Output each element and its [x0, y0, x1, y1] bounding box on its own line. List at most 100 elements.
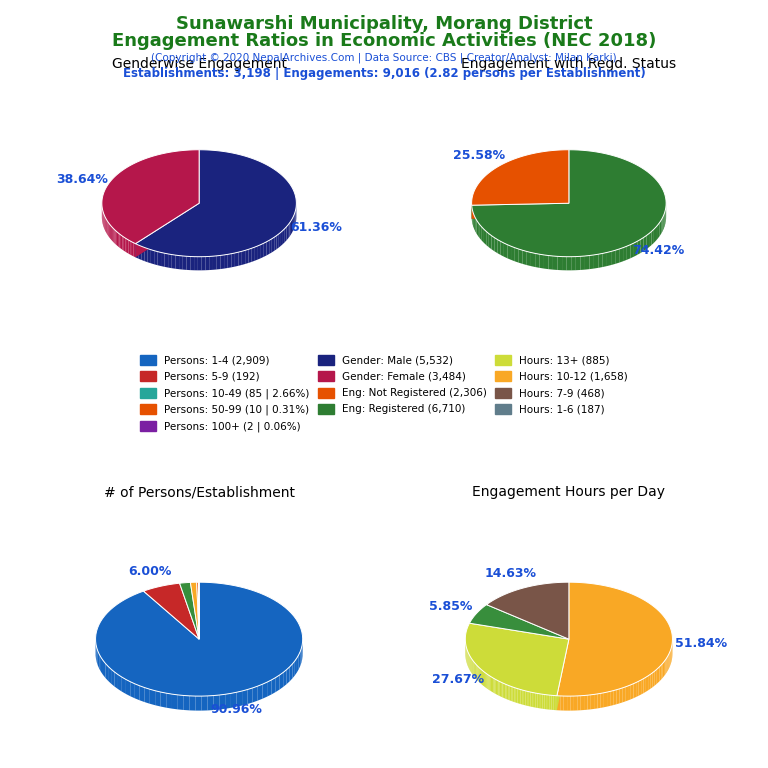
Polygon shape: [656, 225, 658, 240]
Polygon shape: [472, 150, 666, 257]
Polygon shape: [511, 687, 513, 701]
Polygon shape: [135, 204, 199, 257]
Polygon shape: [658, 667, 660, 683]
Polygon shape: [258, 684, 263, 700]
Polygon shape: [117, 232, 118, 247]
Polygon shape: [111, 226, 112, 241]
Polygon shape: [291, 219, 292, 234]
Polygon shape: [525, 691, 527, 706]
Polygon shape: [228, 253, 231, 268]
Polygon shape: [112, 227, 113, 242]
Polygon shape: [267, 680, 272, 697]
Polygon shape: [479, 667, 480, 683]
Polygon shape: [245, 250, 249, 264]
Polygon shape: [637, 240, 641, 255]
Polygon shape: [122, 236, 124, 250]
Polygon shape: [214, 695, 220, 710]
Polygon shape: [114, 672, 118, 689]
Polygon shape: [567, 257, 571, 270]
Polygon shape: [95, 582, 303, 696]
Polygon shape: [477, 665, 478, 680]
Polygon shape: [591, 694, 594, 710]
Polygon shape: [581, 696, 584, 710]
Polygon shape: [641, 679, 644, 694]
Polygon shape: [172, 254, 175, 269]
Polygon shape: [553, 696, 555, 710]
Polygon shape: [107, 220, 108, 235]
Polygon shape: [518, 689, 519, 703]
Polygon shape: [202, 257, 206, 270]
Polygon shape: [190, 582, 199, 639]
Polygon shape: [663, 215, 664, 231]
Polygon shape: [513, 687, 515, 702]
Polygon shape: [495, 237, 498, 253]
Polygon shape: [286, 225, 288, 240]
Polygon shape: [141, 247, 144, 261]
Polygon shape: [110, 225, 111, 240]
Polygon shape: [279, 232, 281, 247]
Polygon shape: [235, 252, 238, 266]
Polygon shape: [650, 673, 652, 689]
Polygon shape: [102, 150, 199, 243]
Polygon shape: [524, 690, 525, 705]
Polygon shape: [184, 696, 190, 710]
Polygon shape: [567, 696, 571, 710]
Polygon shape: [127, 239, 128, 253]
Polygon shape: [220, 255, 224, 269]
Polygon shape: [607, 251, 611, 266]
Polygon shape: [541, 694, 543, 709]
Polygon shape: [544, 255, 548, 269]
Polygon shape: [522, 690, 524, 705]
Polygon shape: [551, 695, 553, 710]
Polygon shape: [103, 660, 105, 678]
Polygon shape: [502, 683, 504, 698]
Polygon shape: [539, 694, 541, 709]
Polygon shape: [594, 694, 598, 709]
Polygon shape: [667, 654, 669, 670]
Polygon shape: [660, 220, 661, 236]
Polygon shape: [138, 245, 141, 260]
Polygon shape: [508, 685, 510, 700]
Polygon shape: [281, 230, 283, 246]
Polygon shape: [604, 692, 607, 707]
Polygon shape: [500, 681, 502, 697]
Polygon shape: [118, 674, 122, 691]
Polygon shape: [590, 255, 594, 269]
Polygon shape: [661, 664, 663, 680]
Polygon shape: [263, 242, 266, 257]
Polygon shape: [649, 231, 651, 247]
Polygon shape: [155, 690, 161, 707]
Polygon shape: [571, 696, 574, 710]
Polygon shape: [180, 582, 199, 639]
Polygon shape: [644, 677, 646, 694]
Polygon shape: [486, 231, 488, 247]
Polygon shape: [601, 693, 604, 708]
Polygon shape: [619, 688, 622, 703]
Polygon shape: [270, 239, 272, 254]
Polygon shape: [511, 247, 515, 261]
Polygon shape: [488, 233, 492, 250]
Polygon shape: [482, 670, 483, 686]
Polygon shape: [619, 247, 623, 263]
Polygon shape: [147, 249, 151, 263]
Polygon shape: [295, 658, 297, 675]
Polygon shape: [151, 250, 154, 264]
Polygon shape: [557, 582, 673, 696]
Polygon shape: [280, 673, 283, 690]
Polygon shape: [482, 227, 484, 243]
Polygon shape: [543, 694, 545, 709]
Text: 90.96%: 90.96%: [210, 703, 262, 716]
Title: Engagement with Regd. Status: Engagement with Regd. Status: [462, 58, 677, 71]
Polygon shape: [557, 639, 569, 710]
Polygon shape: [622, 687, 625, 703]
Polygon shape: [598, 253, 603, 268]
Polygon shape: [480, 225, 482, 240]
Polygon shape: [540, 254, 544, 269]
Polygon shape: [252, 247, 255, 262]
Polygon shape: [101, 657, 103, 675]
Polygon shape: [553, 256, 558, 270]
Polygon shape: [190, 696, 196, 710]
Text: Sunawarshi Municipality, Morang District: Sunawarshi Municipality, Morang District: [176, 15, 592, 33]
Polygon shape: [535, 253, 540, 268]
Polygon shape: [486, 674, 488, 689]
